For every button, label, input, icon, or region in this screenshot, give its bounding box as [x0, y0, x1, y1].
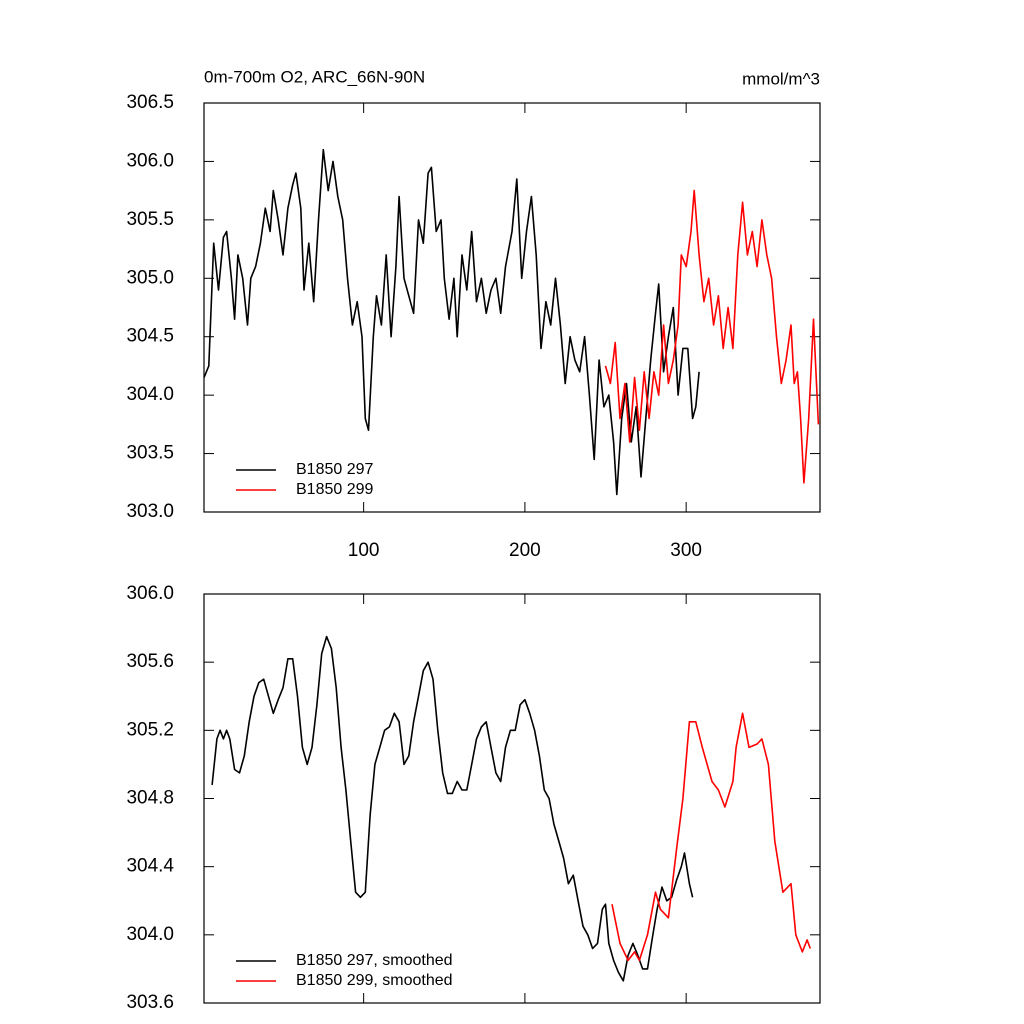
data-line: [611, 712, 812, 962]
x-tick-label: 300: [670, 540, 702, 561]
y-tick-label: 303.6: [126, 992, 174, 1013]
plot-frame: [203, 102, 821, 513]
y-tick-label: 305.0: [126, 267, 174, 288]
data-line: [211, 635, 694, 982]
legend-label: B1850 299, smoothed: [296, 972, 453, 989]
y-tick-label: 306.0: [126, 583, 174, 604]
legend-label: B1850 297, smoothed: [296, 952, 453, 969]
y-tick-label: 305.2: [126, 719, 174, 740]
data-line: [203, 148, 700, 496]
y-tick-label: 306.5: [126, 92, 174, 113]
legend-label: B1850 297: [296, 461, 374, 478]
legend-label: B1850 299: [296, 481, 374, 498]
plot-frame: [203, 593, 821, 1004]
y-tick-label: 304.0: [126, 924, 174, 945]
y-tick-label: 305.5: [126, 209, 174, 230]
y-tick-label: 303.0: [126, 501, 174, 522]
y-tick-label: 304.5: [126, 326, 174, 347]
y-tick-label: 306.0: [126, 150, 174, 171]
y-tick-label: 303.5: [126, 443, 174, 464]
x-tick-label: 100: [348, 540, 380, 561]
y-tick-label: 304.0: [126, 384, 174, 405]
y-tick-label: 304.4: [126, 856, 174, 877]
x-tick-label: 200: [509, 540, 541, 561]
y-tick-label: 305.6: [126, 651, 174, 672]
data-line: [604, 189, 820, 484]
chart-title: 0m-700m O2, ARC_66N-90N: [204, 67, 425, 86]
units-label: mmol/m^3: [742, 69, 820, 88]
y-tick-label: 304.8: [126, 788, 174, 809]
